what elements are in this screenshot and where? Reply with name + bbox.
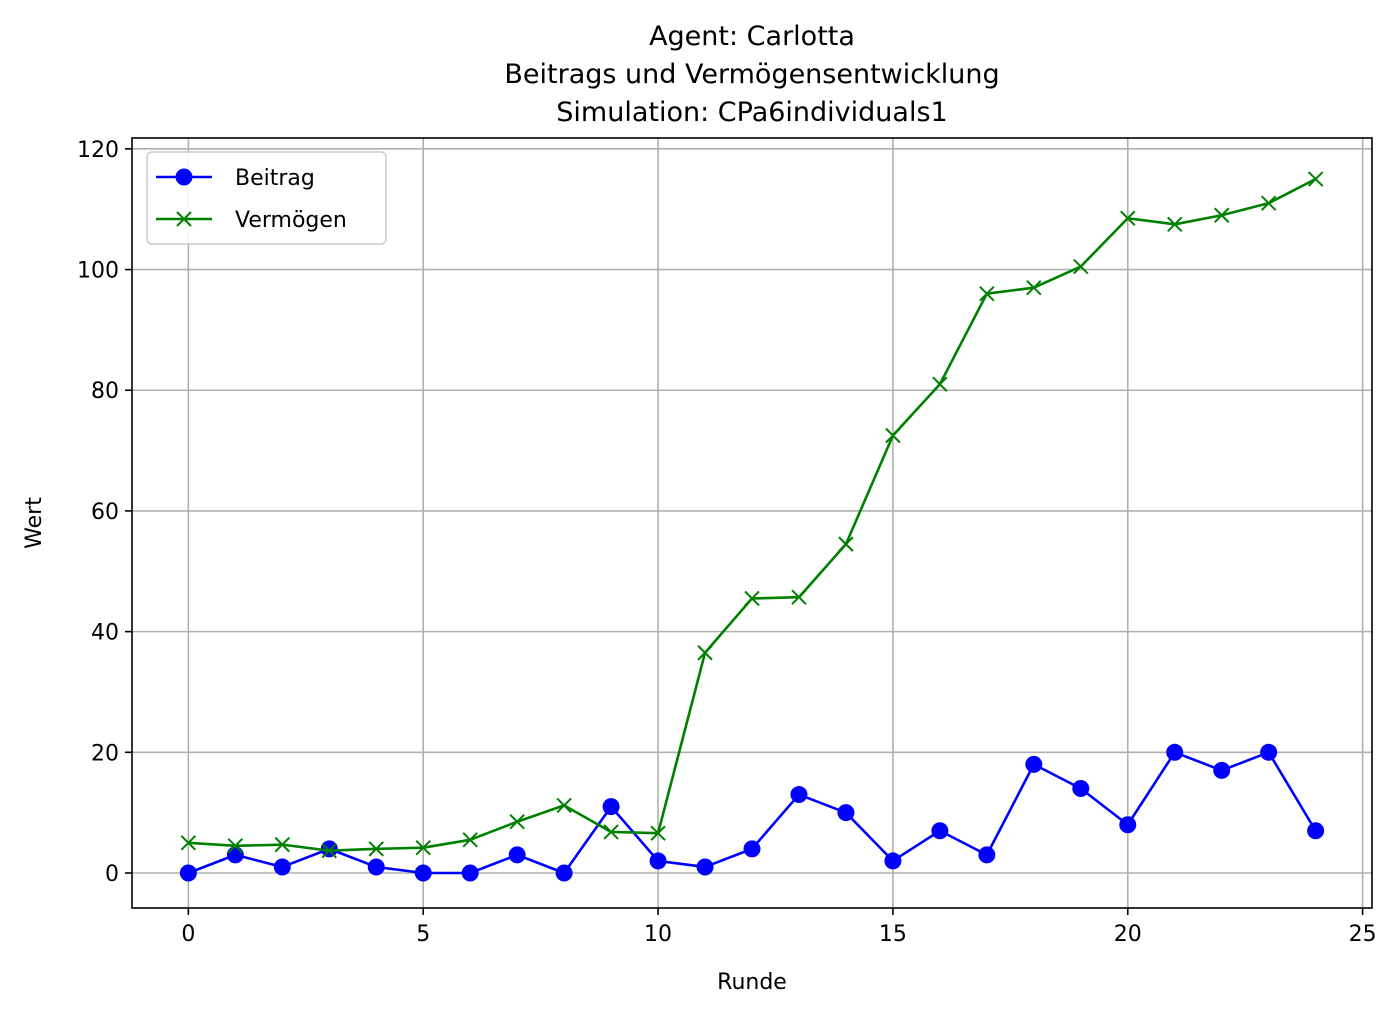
plot-frame: [131, 137, 1373, 909]
x-tick-label: 10: [644, 922, 672, 947]
data-point: [555, 864, 573, 882]
series-beitrag: [179, 743, 1325, 882]
x-tick-label: 20: [1114, 922, 1142, 947]
y-axis-label: Wert: [22, 497, 47, 549]
legend-box: [146, 151, 387, 245]
data-point: [179, 864, 197, 882]
data-point: [650, 825, 666, 841]
data-point: [602, 798, 620, 816]
data-point: [838, 536, 854, 552]
data-point: [509, 813, 525, 830]
chart-title-line-2: Beitrags und Vermögensentwicklung: [504, 59, 999, 90]
data-point: [556, 797, 572, 814]
y-tick-label: 40: [91, 621, 119, 646]
data-point: [978, 846, 996, 864]
x-tick-label: 25: [1349, 922, 1377, 947]
data-point: [979, 285, 995, 302]
grid-lines: [132, 138, 1372, 908]
series-layer: [179, 171, 1325, 882]
x-tick-label: 5: [416, 922, 430, 947]
data-point: [1213, 761, 1231, 779]
y-tick-label: 0: [105, 862, 119, 887]
data-point: [226, 846, 244, 864]
axis-ticks: 0 5 10 15 20 25 0 20 40 60 80 100 120: [77, 138, 1377, 947]
data-point: [1026, 279, 1042, 296]
data-point: [1119, 816, 1137, 834]
data-point: [368, 841, 384, 857]
series-vermoegen: [180, 171, 1324, 859]
data-point: [743, 840, 761, 858]
x-tick-label: 0: [181, 922, 195, 947]
legend-marker-beitrag: [175, 168, 193, 186]
data-point: [273, 858, 291, 876]
data-point: [1307, 171, 1324, 187]
data-point: [1166, 743, 1184, 761]
x-tick-label: 15: [879, 922, 907, 947]
data-point: [508, 846, 526, 864]
data-point: [1260, 195, 1277, 211]
legend-marker-vermoegen: [176, 211, 192, 227]
data-point: [696, 858, 714, 876]
data-point: [274, 836, 291, 853]
data-point: [1025, 755, 1043, 773]
data-point: [414, 864, 432, 882]
data-point: [321, 842, 337, 859]
data-point: [931, 822, 949, 840]
data-point: [320, 840, 338, 858]
data-point: [1072, 780, 1090, 798]
data-point: [744, 590, 760, 607]
data-point: [649, 852, 667, 870]
data-point: [885, 427, 901, 444]
data-point: [227, 838, 244, 854]
data-point: [415, 839, 431, 856]
y-tick-label: 60: [91, 500, 119, 525]
data-point: [603, 824, 619, 840]
data-point: [1213, 207, 1230, 223]
data-point: [180, 835, 197, 851]
data-point: [790, 786, 808, 804]
data-point: [791, 589, 807, 605]
y-tick-label: 120: [77, 138, 119, 163]
y-tick-label: 80: [91, 379, 119, 404]
data-point: [1260, 743, 1278, 761]
data-point: [367, 858, 385, 876]
data-point: [697, 645, 713, 661]
legend: Beitrag Vermögen: [146, 151, 387, 245]
x-axis-label: Runde: [717, 970, 787, 995]
data-point: [1307, 822, 1325, 840]
y-tick-label: 20: [91, 741, 119, 766]
data-point: [837, 804, 855, 822]
data-point: [884, 852, 902, 870]
legend-label-beitrag: Beitrag: [235, 166, 315, 191]
data-point: [932, 376, 948, 392]
y-tick-label: 100: [77, 259, 119, 284]
data-point: [1120, 210, 1136, 226]
legend-label-vermoegen: Vermögen: [235, 208, 347, 233]
data-point: [462, 832, 478, 848]
chart-title-line-1: Agent: Carlotta: [649, 21, 855, 52]
data-point: [1167, 216, 1183, 233]
data-point: [1073, 258, 1089, 275]
chart-title-line-3: Simulation: CPa6individuals1: [556, 97, 947, 128]
data-point: [461, 864, 479, 882]
